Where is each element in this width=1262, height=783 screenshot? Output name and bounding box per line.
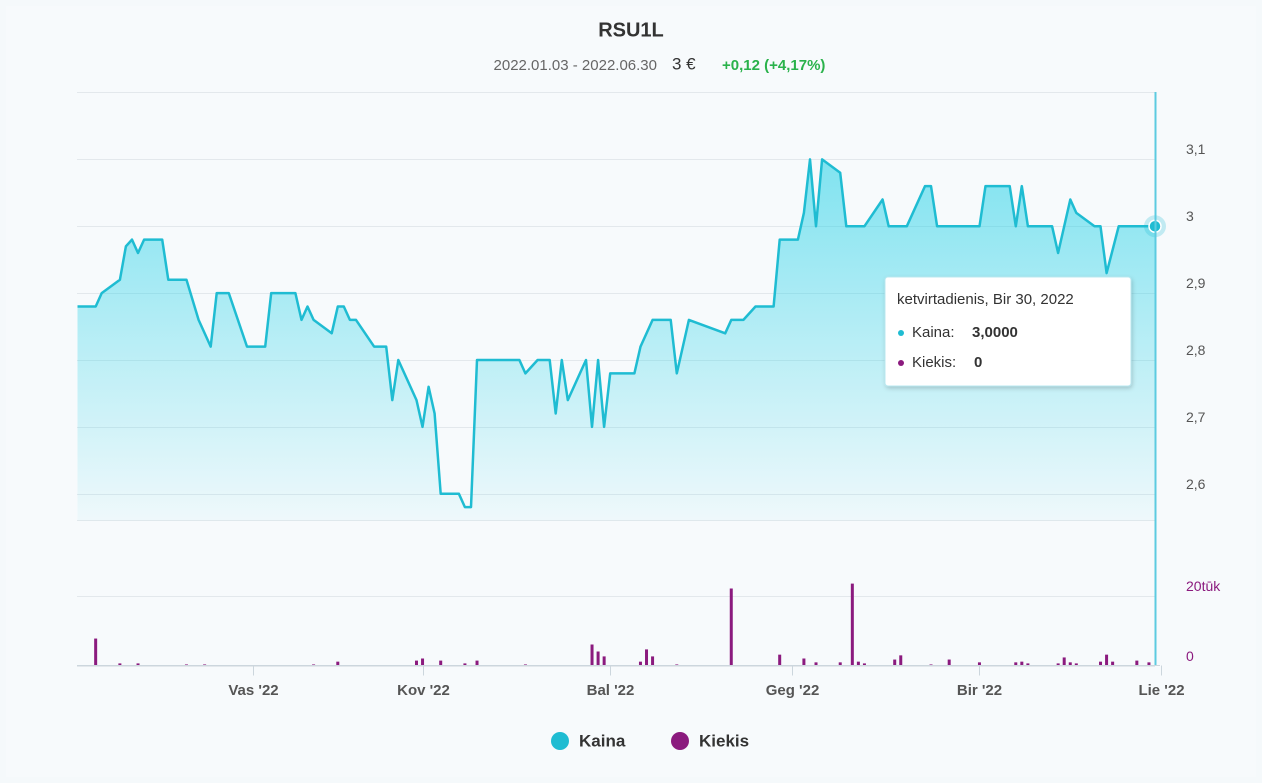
volume-bar	[602, 656, 606, 666]
y-tick-label: 2,6	[1186, 476, 1206, 492]
volume-bar	[814, 662, 818, 666]
tooltip-label: Kiekis:	[912, 354, 956, 371]
volume-bar	[1068, 662, 1072, 666]
volume-bar	[1056, 663, 1060, 666]
tooltip-value: 3,0000	[972, 324, 1018, 341]
volume-bar	[1014, 662, 1018, 666]
volume-bar	[439, 660, 443, 666]
volume-bar	[638, 661, 642, 666]
x-tick-label: Lie '22	[1138, 682, 1184, 699]
legend[interactable]: Kaina Kiekis	[551, 731, 749, 750]
price-area	[77, 159, 1155, 521]
volume-bar	[1020, 661, 1024, 666]
volume-bar	[523, 664, 527, 666]
volume-bar	[1099, 661, 1103, 666]
legend-label[interactable]: Kiekis	[699, 731, 749, 750]
volume-bar	[136, 663, 140, 666]
y-tick-label: 3,1	[1186, 141, 1206, 157]
volume-bar	[929, 664, 933, 666]
volume-bar	[421, 658, 425, 666]
volume-bar	[1026, 663, 1030, 666]
chart-title: RSU1L	[598, 19, 664, 41]
volume-bar	[414, 660, 418, 666]
volume-bar	[977, 662, 981, 666]
volume-bar	[947, 659, 951, 666]
subtitle-price: 3 €	[672, 54, 696, 73]
volume-bar	[850, 583, 854, 666]
x-tick-label: Kov '22	[397, 682, 450, 699]
legend-label[interactable]: Kaina	[579, 731, 626, 750]
volume-bar	[596, 651, 600, 666]
legend-symbol	[671, 732, 689, 750]
volume-bar	[203, 664, 207, 666]
y2-tick-label: 20tūk	[1186, 578, 1221, 594]
volume-bar	[1135, 660, 1139, 666]
tooltip-value: 0	[974, 354, 982, 371]
tooltip: ketvirtadienis, Bir 30, 2022 Kaina: 3,00…	[884, 276, 1132, 387]
y2-tick-label: 0	[1186, 648, 1194, 664]
volume-bar	[463, 663, 467, 666]
y-tick-label: 2,7	[1186, 409, 1206, 425]
y-tick-label: 2,9	[1186, 275, 1206, 291]
tooltip-date: ketvirtadienis, Bir 30, 2022	[897, 291, 1074, 308]
tooltip-dot	[898, 330, 904, 336]
tooltip-label: Kaina:	[912, 324, 955, 341]
volume-bar	[1111, 661, 1115, 666]
volume-bar	[675, 664, 679, 666]
volume-bars	[94, 583, 1151, 666]
volume-bar	[838, 662, 842, 666]
legend-symbol	[551, 732, 569, 750]
x-tick-label: Vas '22	[228, 682, 278, 699]
volume-bar	[778, 654, 782, 666]
subtitle-range: 2022.01.03 - 2022.06.30	[494, 57, 657, 74]
volume-bar	[1074, 663, 1078, 666]
subtitle-change: +0,12 (+4,17%)	[722, 57, 825, 74]
volume-bar	[94, 638, 98, 666]
volume-bar	[184, 664, 188, 666]
volume-bar	[802, 658, 806, 666]
x-tick-label: Bir '22	[957, 682, 1002, 699]
price-line	[77, 158, 1155, 509]
volume-bar	[645, 649, 649, 666]
volume-bar	[590, 644, 594, 666]
x-tick-label: Bal '22	[587, 682, 635, 699]
volume-bar	[118, 663, 122, 666]
volume-bar	[1062, 657, 1066, 666]
x-axis: Vas '22 Kov '22 Bal '22 Geg '22 Bir '22 Lie '…	[228, 665, 1185, 699]
y-tick-label: 3	[1186, 208, 1194, 224]
volume-bar	[862, 663, 866, 666]
volume-bar	[856, 661, 860, 666]
tooltip-box	[884, 276, 1132, 387]
x-tick-label: Geg '22	[766, 682, 820, 699]
volume-bar	[899, 655, 903, 666]
volume-bar	[336, 661, 340, 666]
y-tick-label: 2,8	[1186, 342, 1206, 358]
volume-bar	[1147, 662, 1151, 666]
tooltip-dot	[898, 360, 904, 366]
volume-bar	[475, 660, 479, 666]
volume-bar	[1105, 654, 1109, 666]
volume-bar	[893, 659, 897, 666]
volume-bar	[651, 656, 655, 666]
volume-bar	[729, 588, 733, 666]
volume-bar	[312, 664, 316, 666]
